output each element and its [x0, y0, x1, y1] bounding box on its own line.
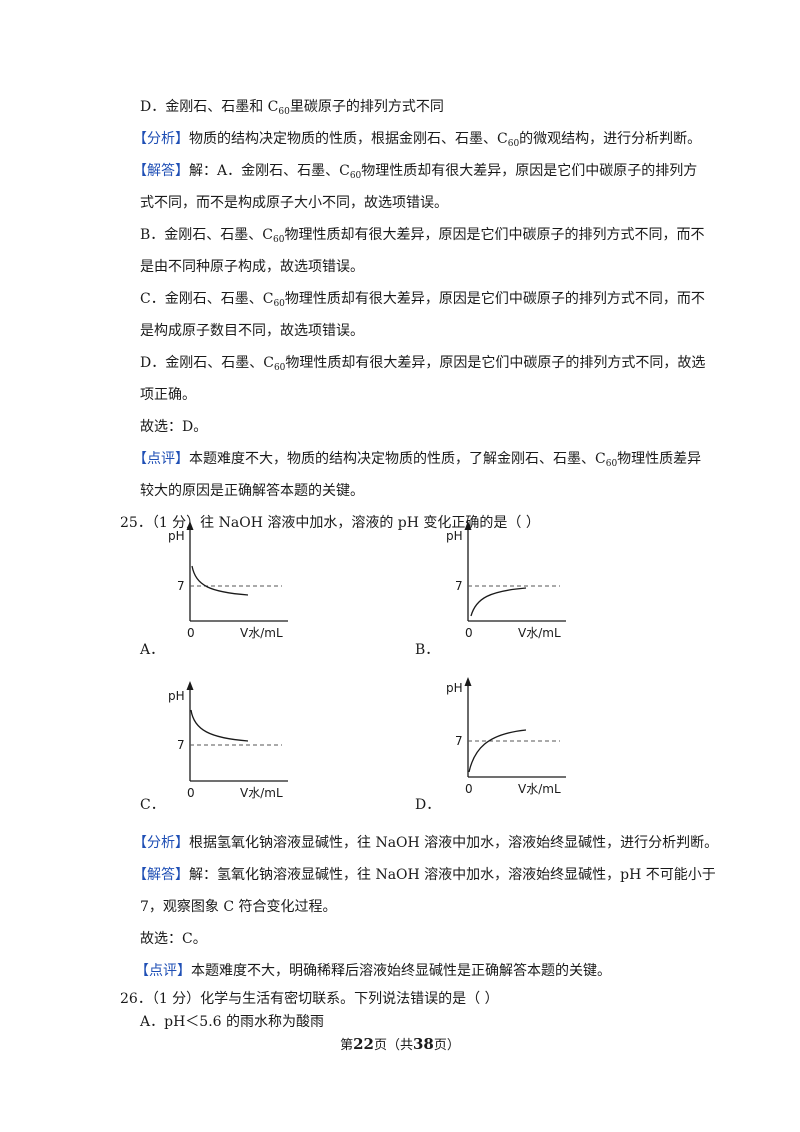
ref-7-label: 7 — [177, 579, 185, 593]
q24-answer-d: D．金刚石、石墨、C60物理性质却有很大差异，原因是它们中碳原子的排列方式不同，… — [140, 355, 706, 373]
graph-c-label: C． — [140, 797, 165, 813]
q24-comment-cont: 较大的原因是正确解答本题的关键。 — [140, 483, 364, 499]
q25-comment: 【点评】本题难度不大，明确稀释后溶液始终显碱性是正确解答本题的关键。 — [135, 963, 611, 979]
q25-answer: 【解答】解：氢氧化钠溶液显碱性，往 NaOH 溶液中加水，溶液始终显碱性，pH … — [133, 867, 716, 883]
comment-tag: 【点评】 — [133, 451, 189, 467]
graph-d: pH 7 0 V水/mL — [438, 674, 588, 799]
q24-answer-b-cont: 是由不同种原子构成，故选项错误。 — [140, 259, 364, 275]
q25-analysis: 【分析】根据氢氧化钠溶液显碱性，往 NaOH 溶液中加水，溶液始终显碱性，进行分… — [133, 835, 719, 851]
q24-answer-c: C．金刚石、石墨、C60物理性质却有很大差异，原因是它们中碳原子的排列方式不同，… — [140, 291, 705, 309]
analysis-tag: 【分析】 — [133, 835, 189, 851]
origin-label: 0 — [187, 626, 195, 640]
y-axis-label: pH — [168, 529, 185, 543]
y-axis-arrow-icon — [186, 681, 194, 690]
origin-label: 0 — [187, 786, 195, 800]
page-number: 22 — [353, 1035, 374, 1053]
y-axis-arrow-icon — [464, 677, 472, 686]
q24-answer-d-cont: 项正确。 — [140, 387, 196, 403]
origin-label: 0 — [465, 626, 473, 640]
page-total: 38 — [413, 1035, 434, 1053]
ph-curve — [191, 565, 249, 596]
graph-b-label: B． — [415, 642, 440, 658]
graph-c: pH 7 0 V水/mL — [160, 678, 310, 803]
ph-curve — [190, 709, 249, 742]
q24-answer-b: B．金刚石、石墨、C60物理性质却有很大差异，原因是它们中碳原子的排列方式不同，… — [140, 227, 705, 245]
y-axis-arrow-icon — [464, 521, 472, 530]
q24-analysis: 【分析】物质的结构决定物质的性质，根据金刚石、石墨、C60的微观结构，进行分析判… — [133, 131, 702, 149]
answer-tag: 【解答】 — [133, 163, 189, 179]
y-axis-label: pH — [168, 689, 185, 703]
q24-comment: 【点评】本题难度不大，物质的结构决定物质的性质，了解金刚石、石墨、C60物理性质… — [133, 451, 702, 469]
x-axis-label: V水/mL — [240, 786, 283, 800]
q26-option-a: A．pH＜5.6 的雨水称为酸雨 — [140, 1014, 324, 1030]
analysis-tag: 【分析】 — [133, 131, 189, 147]
x-axis-label: V水/mL — [518, 782, 561, 796]
q25-choice: 故选：C。 — [140, 931, 207, 947]
comment-tag: 【点评】 — [135, 963, 191, 979]
ref-7-label: 7 — [177, 738, 185, 752]
q24-answer-a: 【解答】解：A．金刚石、石墨、C60物理性质却有很大差异，原因是它们中碳原子的排… — [133, 163, 698, 181]
y-axis-arrow-icon — [186, 521, 194, 530]
ref-7-label: 7 — [455, 579, 463, 593]
q25-answer-cont: 7，观察图象 C 符合变化过程。 — [140, 899, 337, 915]
q25-stem: 25．（1 分）往 NaOH 溶液中加水，溶液的 pH 变化正确的是（ ） — [120, 515, 540, 531]
x-axis-label: V水/mL — [240, 626, 283, 640]
q26-stem: 26．（1 分）化学与生活有密切联系。下列说法错误的是（ ） — [120, 991, 499, 1007]
ph-curve — [470, 587, 527, 617]
x-axis-label: V水/mL — [518, 626, 561, 640]
q24-option-d: D．金刚石、石墨和 C60里碳原子的排列方式不同 — [140, 99, 444, 117]
graph-a: pH 7 0 V水/mL — [160, 518, 310, 643]
y-axis-label: pH — [446, 529, 463, 543]
q24-answer-c-cont: 是构成原子数目不同，故选项错误。 — [140, 323, 364, 339]
ref-7-label: 7 — [455, 734, 463, 748]
page-footer: 第22页（共38页） — [340, 1035, 460, 1053]
origin-label: 0 — [465, 782, 473, 796]
graph-d-label: D． — [415, 797, 441, 813]
q24-answer-a-cont: 式不同，而不是构成原子大小不同，故选项错误。 — [140, 195, 448, 211]
answer-tag: 【解答】 — [133, 867, 189, 883]
graph-a-label: A． — [140, 642, 165, 658]
q24-choice: 故选：D。 — [140, 419, 208, 435]
ph-curve — [468, 729, 527, 773]
graph-b: pH 7 0 V水/mL — [438, 518, 588, 643]
y-axis-label: pH — [446, 681, 463, 695]
